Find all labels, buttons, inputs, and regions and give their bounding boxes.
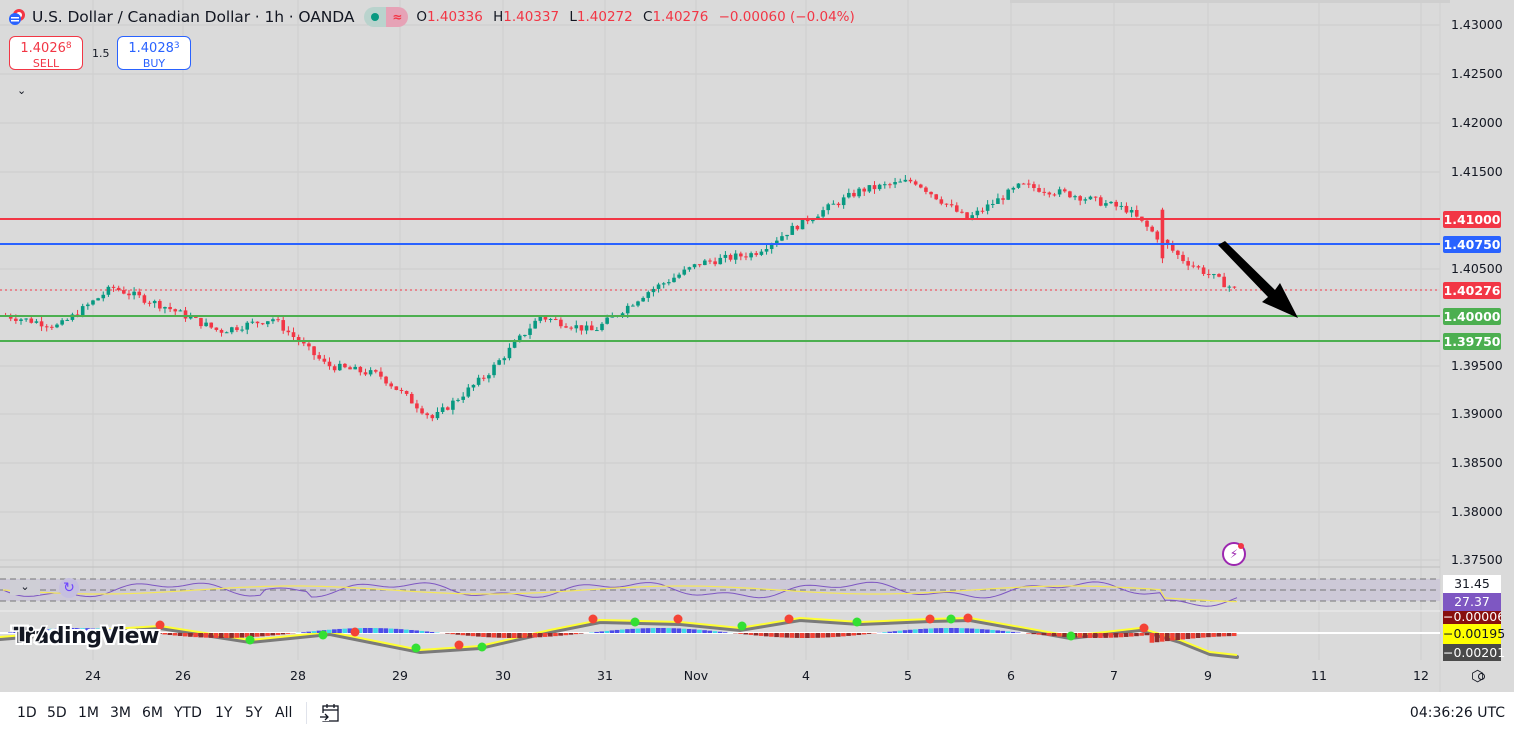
close-label: C <box>643 9 653 25</box>
rsi-ma-value: 27.37 <box>1443 593 1501 611</box>
time-tick: 24 <box>85 668 101 683</box>
time-tick: 11 <box>1311 668 1327 683</box>
symbol-legend: U.S. Dollar / Canadian Dollar · 1h · OAN… <box>8 6 861 28</box>
range-button-all[interactable]: All <box>275 705 293 721</box>
time-tick: 26 <box>175 668 191 683</box>
range-button-1y[interactable]: 1Y <box>215 705 233 721</box>
time-tick: 6 <box>1007 668 1015 683</box>
utc-clock[interactable]: 04:36:26 UTC <box>1409 705 1505 721</box>
time-tick: Nov <box>683 668 709 683</box>
sell-button[interactable]: 1.40268 SELL <box>9 36 83 70</box>
sell-price-pip: 8 <box>65 41 72 51</box>
time-tick: 4 <box>802 668 810 683</box>
price-badge: 1.40750 <box>1443 236 1501 253</box>
range-button-1m[interactable]: 1M <box>78 705 99 721</box>
spread-value: 1.5 <box>92 47 110 60</box>
price-badge: 1.40000 <box>1443 308 1501 325</box>
open-value: 1.40336 <box>426 9 483 25</box>
price-chart[interactable] <box>0 0 1514 692</box>
time-tick: 5 <box>904 668 912 683</box>
time-tick: 29 <box>392 668 408 683</box>
price-tick: 1.39500 <box>1451 358 1503 373</box>
time-tick: 7 <box>1110 668 1118 683</box>
high-value: 1.40337 <box>503 9 560 25</box>
close-value: 1.40276 <box>652 9 709 25</box>
notification-dot <box>1238 543 1244 549</box>
price-badge: 1.41000 <box>1443 211 1501 228</box>
price-tick: 1.39000 <box>1451 406 1503 421</box>
pane-collapse-chevron-icon[interactable]: ⌄ <box>10 580 40 595</box>
sell-price: 1.4026 <box>20 41 66 56</box>
buy-price-pip: 3 <box>173 41 180 51</box>
time-tick: 30 <box>495 668 511 683</box>
high-label: H <box>493 9 504 25</box>
price-tick: 1.41500 <box>1451 164 1503 179</box>
gear-center <box>1478 673 1485 680</box>
range-button-ytd[interactable]: YTD <box>174 705 202 721</box>
chart-canvas[interactable] <box>0 0 1514 692</box>
time-tick: 31 <box>597 668 613 683</box>
tradingview-logo[interactable]: TradingView <box>12 624 159 649</box>
chart-settings-gear-icon[interactable]: ⬡ <box>1471 667 1485 685</box>
macd-line-value: −0.00201 <box>1443 644 1506 661</box>
sell-label: SELL <box>32 57 60 70</box>
toolbar-divider <box>306 702 307 724</box>
low-value: 1.40272 <box>576 9 633 25</box>
price-badge: 1.40276 <box>1443 282 1501 299</box>
usd-cad-flag-icon <box>8 8 26 26</box>
open-label: O <box>416 9 427 25</box>
range-button-1d[interactable]: 1D <box>17 705 37 721</box>
buy-label: BUY <box>142 57 166 70</box>
range-button-5d[interactable]: 5D <box>47 705 67 721</box>
price-tick: 1.42000 <box>1451 115 1503 130</box>
calendar-goto-icon[interactable] <box>319 703 341 723</box>
time-tick: 9 <box>1204 668 1212 683</box>
symbol-title[interactable]: U.S. Dollar / Canadian Dollar · 1h · OAN… <box>32 8 355 26</box>
bottom-toolbar: 1D 5D 1M 3M 6M YTD 1Y 5Y All 04:36:26 UTC <box>0 692 1514 732</box>
ohlc-values: O1.40336 H1.40337 L1.40272 C1.40276 −0.0… <box>416 9 860 25</box>
range-button-3m[interactable]: 3M <box>110 705 131 721</box>
range-button-6m[interactable]: 6M <box>142 705 163 721</box>
change-value: −0.00060 (−0.04%) <box>718 9 855 25</box>
market-status[interactable]: ≈ <box>364 7 409 27</box>
macd-signal-value: −0.00195 <box>1443 624 1505 644</box>
price-tick: 1.37500 <box>1451 552 1503 567</box>
buy-button[interactable]: 1.40283 BUY <box>117 36 191 70</box>
price-tick: 1.40500 <box>1451 261 1503 276</box>
macd-histogram-value: −0.00006 <box>1443 611 1501 624</box>
price-badge: 1.39750 <box>1443 333 1501 350</box>
price-tick: 1.38000 <box>1451 504 1503 519</box>
low-label: L <box>569 9 577 25</box>
green-dot-icon <box>364 7 387 27</box>
buy-price: 1.4028 <box>128 41 174 56</box>
range-button-5y[interactable]: 5Y <box>245 705 263 721</box>
time-tick: 28 <box>290 668 306 683</box>
refresh-icon[interactable]: ↻ <box>59 578 79 598</box>
time-tick: 12 <box>1413 668 1429 683</box>
price-tick: 1.38500 <box>1451 455 1503 470</box>
tradingview-logo-icon <box>12 625 48 643</box>
wave-icon: ≈ <box>386 7 409 27</box>
rsi-value: 31.45 <box>1443 575 1501 593</box>
price-tick: 1.43000 <box>1451 17 1503 32</box>
price-tick: 1.42500 <box>1451 66 1503 81</box>
chevron-down-icon[interactable]: ⌄ <box>17 84 27 97</box>
